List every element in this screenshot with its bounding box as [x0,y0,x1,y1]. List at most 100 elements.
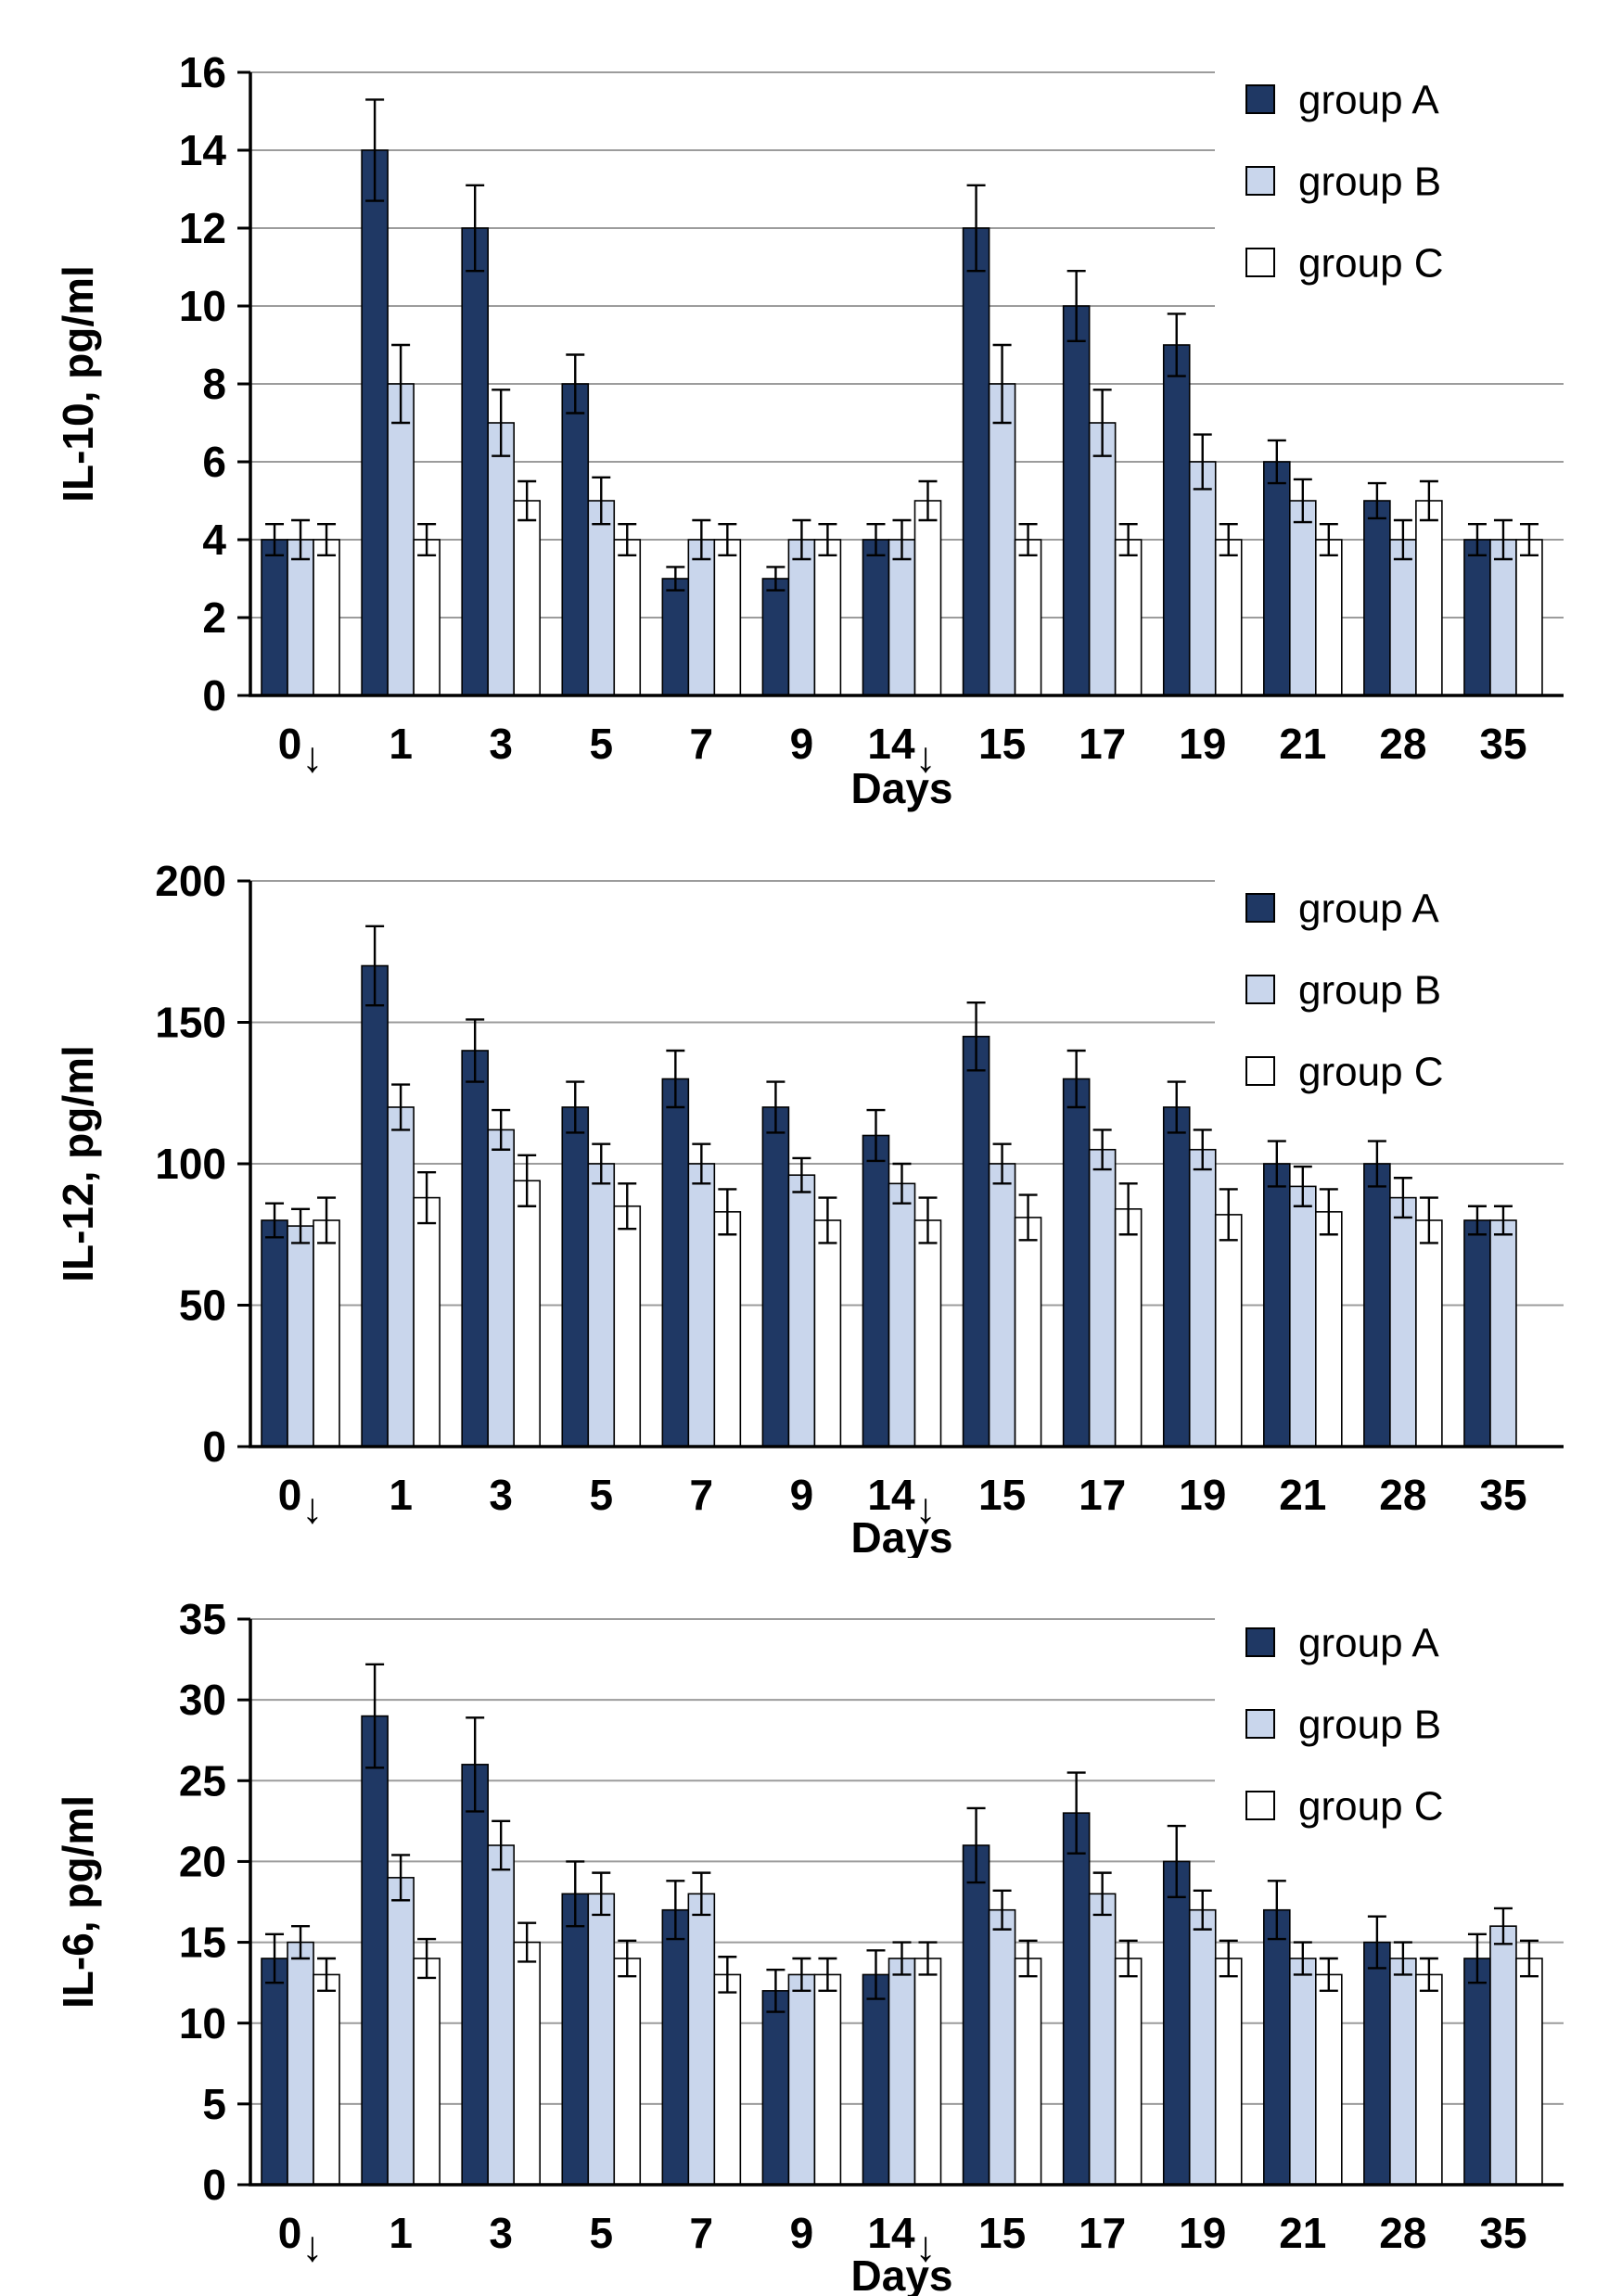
error-bar-group-b-day-28 [1393,1941,1412,1976]
bar-group-b-day-1 [387,1877,415,2186]
x-tick-label-21: 21 [1279,720,1326,768]
error-bar-group-c-day-1 [417,1937,437,1980]
bar-group-a-day-17 [1062,305,1091,696]
error-bar-group-a-day-21 [1267,1880,1286,1941]
y-tick-label-0: 0 [202,2161,226,2209]
x-axis-title: Days [851,2251,953,2296]
error-bar-group-b-day-21 [1293,1941,1312,1976]
x-axis-title: Days [851,764,953,812]
bar-group-a-day-15 [962,1844,990,2186]
y-tick-label-16: 16 [179,48,226,96]
bar-group-a-day-35 [1463,539,1491,696]
bar-group-a-day-28 [1363,1163,1391,1448]
bar-group-c-day-19 [1214,1958,1243,2186]
x-tick-label-17: 17 [1079,720,1126,768]
bar-group-a-day-5 [561,1106,590,1448]
x-tick-label-9: 9 [790,1471,814,1519]
bar-group-a-day-35 [1463,1219,1491,1448]
bar-group-b-day-35 [1489,539,1517,696]
x-axis-title: Days [851,1513,953,1558]
x-tick-label-19: 19 [1179,720,1226,768]
x-tick-label-35: 35 [1479,1471,1526,1519]
error-bar-group-a-day-35 [1467,523,1487,556]
il6-bars [261,1715,1543,2186]
error-bar-group-c-day-5 [618,523,637,556]
y-tick-label-0: 0 [202,1422,226,1471]
error-bar-group-a-day-28 [1367,1140,1386,1188]
error-bar-group-a-day-35 [1467,1932,1487,1984]
error-bar-group-b-day-17 [1092,389,1112,457]
bar-group-c-day-19 [1214,539,1243,696]
legend-label-group-c: group C [1298,1049,1444,1094]
error-bar-group-b-day-15 [992,343,1012,425]
error-bar-group-a-day-17 [1066,1771,1086,1855]
bar-group-c-day-21 [1315,1211,1343,1448]
bar-group-a-day-5 [561,383,590,696]
bar-group-b-day-14 [888,539,916,696]
bar-group-b-day-35 [1489,1219,1517,1448]
x-tick-label-1: 1 [389,2209,413,2257]
bar-group-a-day-0 [261,1219,288,1448]
bar-group-b-day-21 [1289,1185,1317,1448]
il6-legend: group A group B group C [1215,1604,1609,1871]
x-tick-label-35: 35 [1479,720,1526,768]
bar-group-c-day-5 [613,1205,642,1448]
x-tick-label-28: 28 [1379,720,1426,768]
error-bar-group-a-day-21 [1267,439,1286,485]
bar-group-a-day-7 [661,578,690,696]
il10-error-bars [265,98,1539,592]
error-bar-group-b-day-5 [592,476,611,526]
error-bar-group-b-day-14 [892,1162,912,1205]
error-bar-group-a-day-19 [1167,1080,1186,1134]
bar-group-c-day-17 [1114,1207,1143,1448]
y-tick-label-6: 6 [202,438,226,486]
x-tick-label-19: 19 [1179,2209,1226,2257]
y-tick-label-30: 30 [179,1676,226,1724]
error-bar-group-c-day-35 [1519,523,1539,556]
error-bar-group-a-day-5 [566,1860,585,1928]
error-bar-group-a-day-0 [265,523,285,556]
il12-legend: group A group B group C [1215,870,1609,1137]
x-tick-label-14: 14↓ [867,720,936,781]
x-tick-label-19: 19 [1179,1471,1226,1519]
legend-label-group-b: group B [1298,159,1441,204]
bar-group-c-day-17 [1114,539,1143,696]
y-tick-label-2: 2 [202,593,226,642]
error-bar-group-c-day-7 [718,523,737,556]
bar-group-b-day-9 [787,1174,816,1448]
error-bar-group-c-day-1 [417,523,437,556]
error-bar-group-c-day-7 [718,1188,737,1236]
bar-group-a-day-7 [661,1078,690,1448]
error-bar-group-b-day-1 [391,1083,411,1131]
bar-group-a-day-15 [962,227,990,696]
error-bar-group-a-day-15 [966,1001,986,1072]
il12-error-bars [265,925,1513,1244]
bar-group-b-day-17 [1088,1148,1117,1448]
error-bar-group-b-day-14 [892,518,912,561]
bar-group-a-day-14 [862,539,890,696]
bar-group-a-day-19 [1162,1106,1191,1448]
x-tick-label-5: 5 [589,720,613,768]
y-tick-label-0: 0 [202,671,226,720]
error-bar-group-b-day-5 [592,1142,611,1185]
bar-group-b-day-28 [1389,1958,1417,2186]
bar-group-a-day-14 [862,1973,890,2186]
bar-group-b-day-7 [687,1163,716,1448]
x-tick-label-21: 21 [1279,2209,1326,2257]
x-tick-label-3: 3 [489,2209,513,2257]
bar-group-c-day-7 [713,1973,742,2186]
legend-label-group-c: group C [1298,1783,1444,1829]
x-tick-label-3: 3 [489,720,513,768]
legend-marker-group-b [1245,166,1275,196]
bar-group-a-day-28 [1363,1941,1391,2186]
il6-error-bars [265,1663,1539,2013]
error-bar-group-a-day-5 [566,1080,585,1134]
error-bar-group-b-day-7 [692,1142,711,1185]
error-bar-group-c-day-19 [1219,1939,1238,1978]
x-tick-label-7: 7 [690,2209,714,2257]
error-bar-group-c-day-28 [1419,1196,1438,1244]
error-bar-group-c-day-5 [618,1939,637,1978]
x-tick-label-15: 15 [978,720,1026,768]
bar-group-a-day-21 [1263,461,1291,696]
